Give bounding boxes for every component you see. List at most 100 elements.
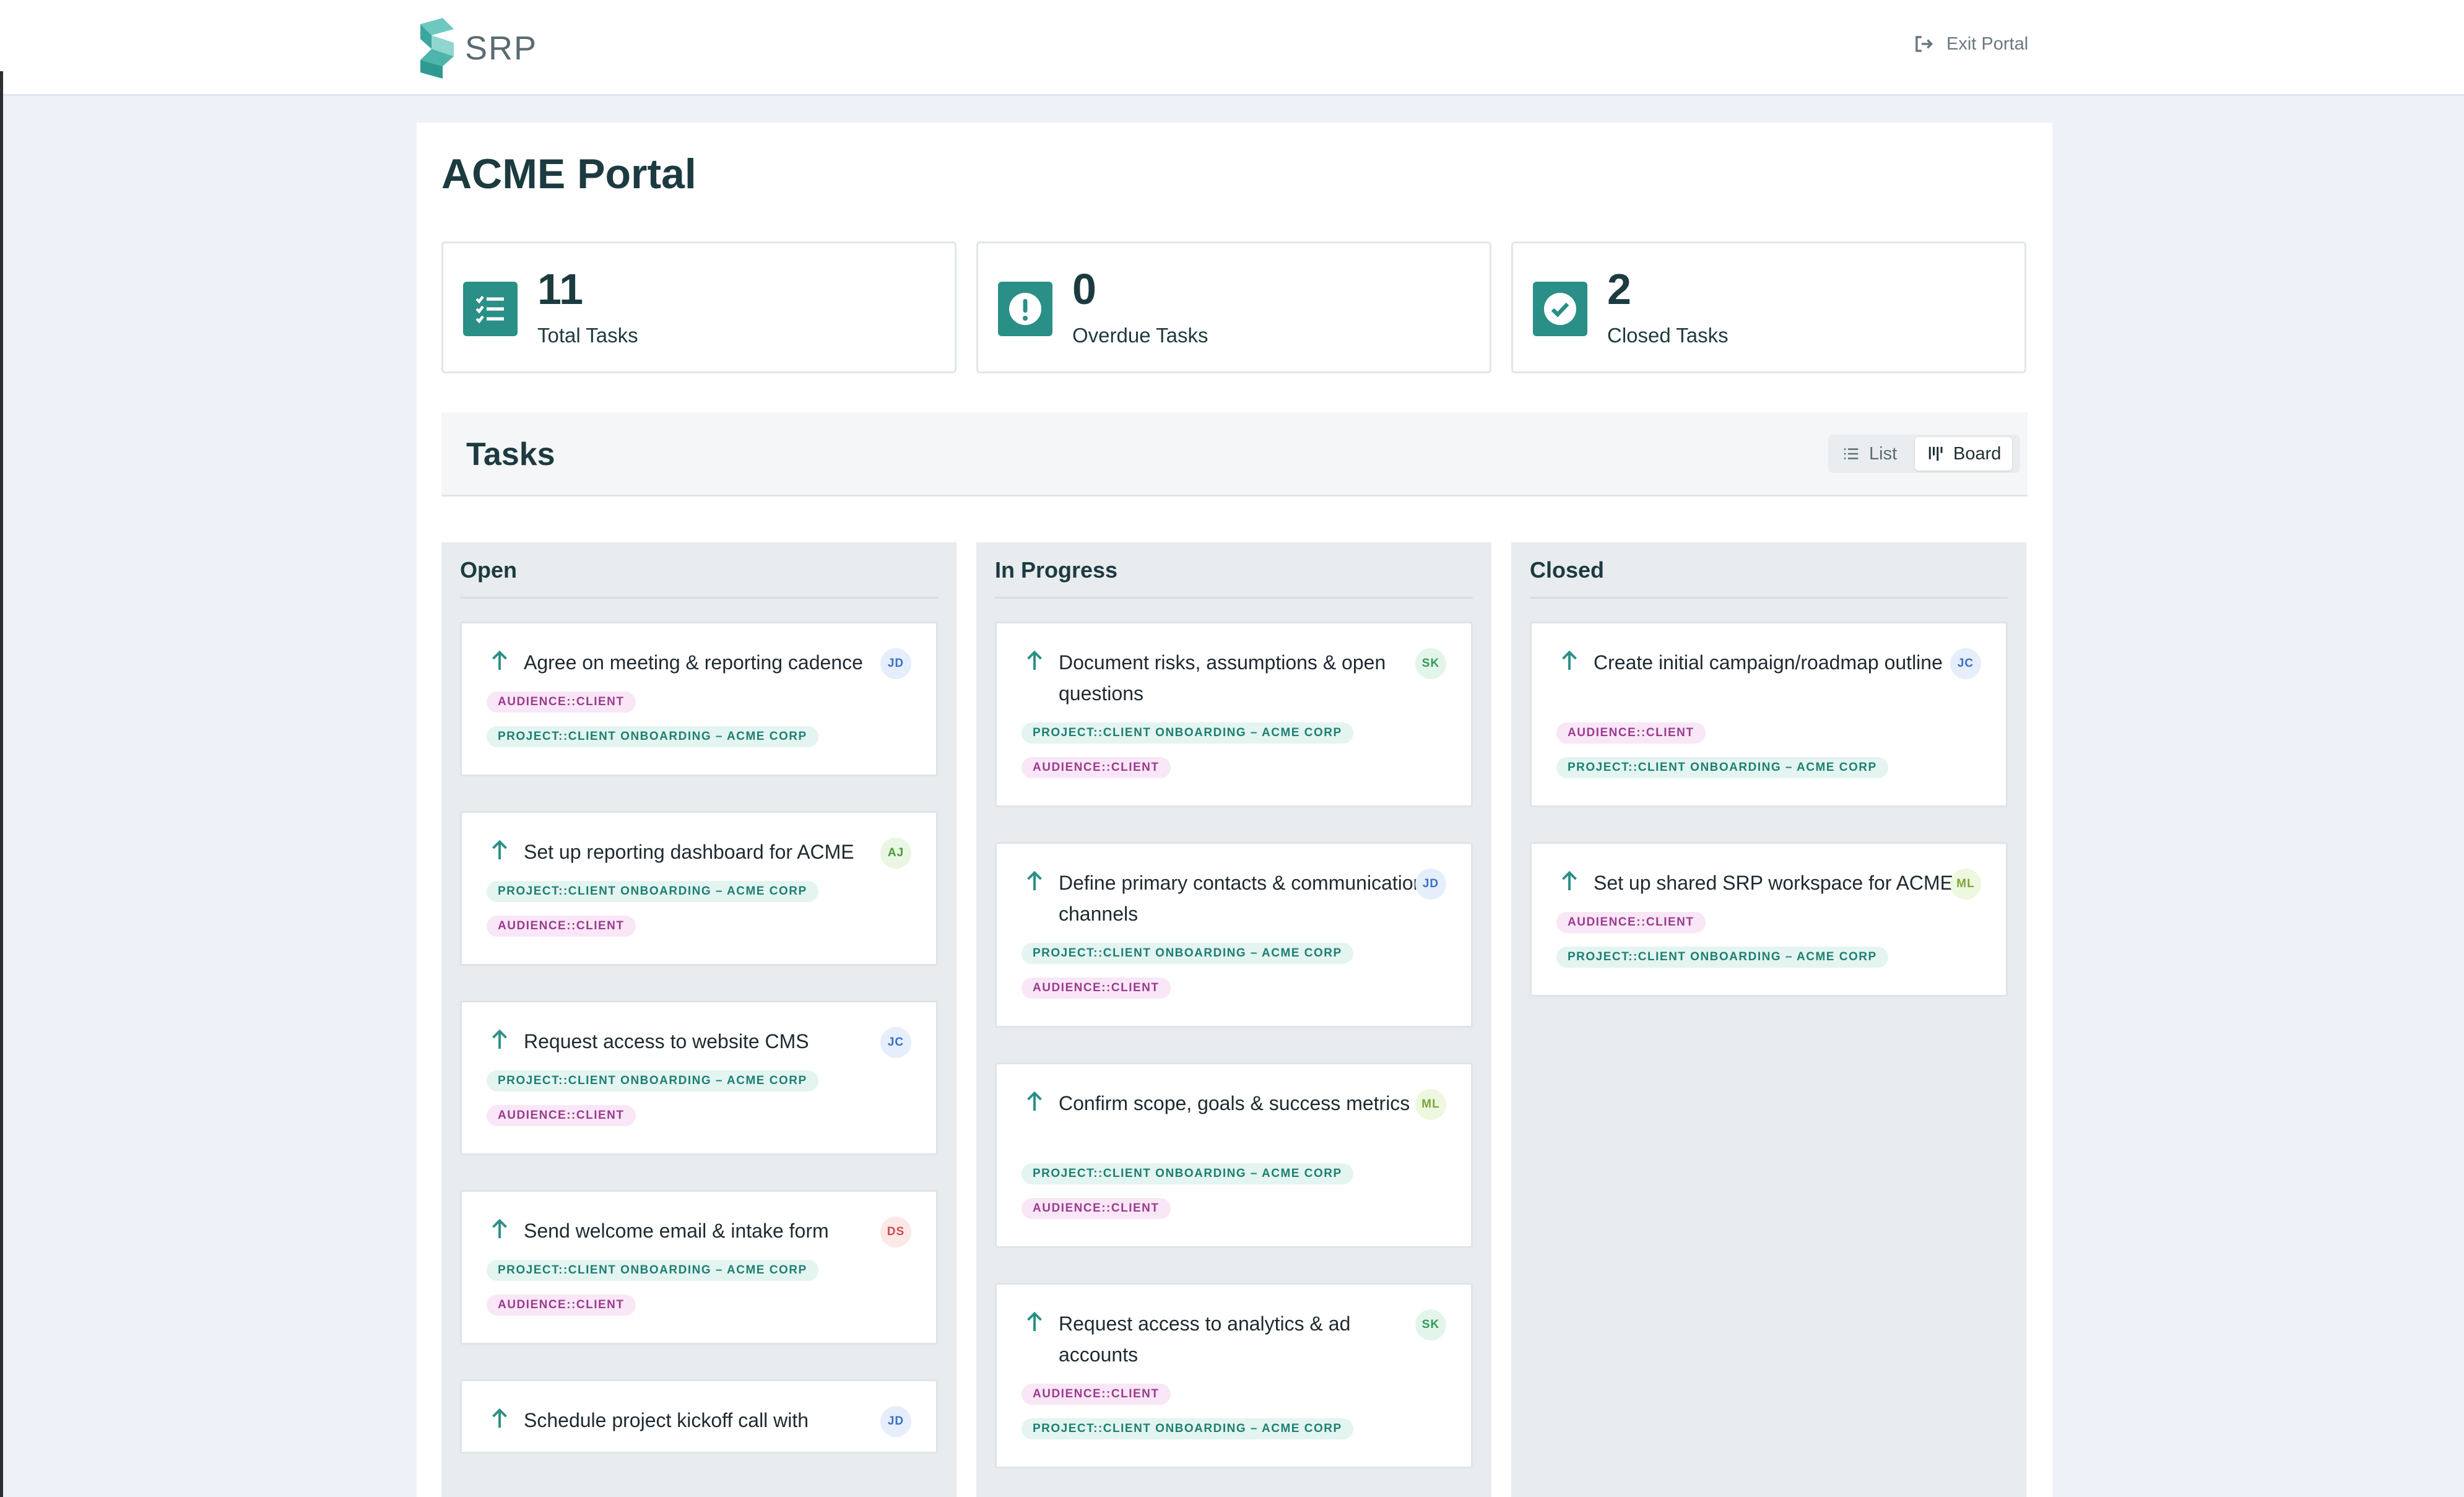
task-card[interactable]: Confirm scope, goals & success metrics ML… <box>995 1062 1473 1248</box>
stat-overdue-tasks: 0 Overdue Tasks <box>976 241 1491 373</box>
audience-tag[interactable]: AUDIENCE::CLIENT <box>487 916 636 937</box>
audience-tag[interactable]: AUDIENCE::CLIENT <box>1022 1384 1171 1405</box>
assignee-avatar[interactable]: SK <box>1415 648 1446 679</box>
priority-arrow-up-icon <box>492 650 507 670</box>
audience-tag[interactable]: AUDIENCE::CLIENT <box>1022 1198 1171 1219</box>
stat-total-tasks: 11 Total Tasks <box>441 241 957 373</box>
stat-label: Overdue Tasks <box>1072 324 1208 347</box>
task-title: Send welcome email & intake form <box>524 1220 829 1242</box>
stat-value: 11 <box>537 265 583 313</box>
priority-arrow-up-icon <box>1027 650 1042 670</box>
assignee-avatar[interactable]: SK <box>1415 1309 1446 1340</box>
board-view-label: Board <box>1953 443 2002 464</box>
assignee-avatar[interactable]: AJ <box>880 838 911 869</box>
task-title: Request access to analytics & ad account… <box>1059 1313 1351 1366</box>
board-column-open: Open Agree on meeting & reporting cadence… <box>441 542 957 1497</box>
board-view-button[interactable]: Board <box>1915 437 2013 471</box>
priority-arrow-up-icon <box>492 1408 507 1428</box>
assignee-avatar[interactable]: JD <box>880 648 911 679</box>
task-title: Request access to website CMS <box>524 1030 809 1052</box>
assignee-avatar[interactable]: DS <box>880 1217 911 1248</box>
srp-logo-icon <box>420 18 454 79</box>
main-panel: ACME Portal 11 Total Tasks 0 Overdue Tas… <box>417 123 2052 1497</box>
board-icon <box>1928 446 1943 461</box>
column-divider <box>1530 597 2008 599</box>
task-title: Schedule project kickoff call with <box>524 1409 809 1431</box>
priority-arrow-up-icon <box>492 1029 507 1049</box>
priority-arrow-up-icon <box>492 1218 507 1238</box>
list-icon <box>1844 448 1859 459</box>
task-title: Set up shared SRP workspace for ACME <box>1594 872 1954 894</box>
project-tag[interactable]: PROJECT::CLIENT ONBOARDING – ACME CORP <box>1022 1418 1353 1439</box>
task-card[interactable]: Agree on meeting & reporting cadence JD AU… <box>460 622 938 776</box>
audience-tag[interactable]: AUDIENCE::CLIENT <box>487 1295 636 1316</box>
task-list-icon <box>463 282 518 336</box>
project-tag[interactable]: PROJECT::CLIENT ONBOARDING – ACME CORP <box>1022 722 1353 744</box>
project-tag[interactable]: PROJECT::CLIENT ONBOARDING – ACME CORP <box>1556 947 1888 968</box>
project-tag[interactable]: PROJECT::CLIENT ONBOARDING – ACME CORP <box>1022 943 1353 964</box>
list-view-button[interactable]: List <box>1831 437 1908 471</box>
assignee-avatar[interactable]: ML <box>1950 869 1981 900</box>
project-tag[interactable]: PROJECT::CLIENT ONBOARDING – ACME CORP <box>1556 757 1888 778</box>
project-tag[interactable]: PROJECT::CLIENT ONBOARDING – ACME CORP <box>487 881 818 902</box>
task-card[interactable]: Define primary contacts & communication … <box>995 842 1473 1028</box>
assignee-avatar[interactable]: JD <box>880 1406 911 1437</box>
priority-arrow-up-icon <box>1027 1091 1042 1111</box>
task-card[interactable]: Set up reporting dashboard for ACME AJ PRO… <box>460 811 938 966</box>
project-tag[interactable]: PROJECT::CLIENT ONBOARDING – ACME CORP <box>1022 1163 1353 1184</box>
task-title: Agree on meeting & reporting cadence <box>524 651 863 674</box>
project-tag[interactable]: PROJECT::CLIENT ONBOARDING – ACME CORP <box>487 1260 818 1281</box>
audience-tag[interactable]: AUDIENCE::CLIENT <box>487 692 636 713</box>
brand-name: SRP <box>465 30 538 67</box>
audience-tag[interactable]: AUDIENCE::CLIENT <box>1022 757 1171 778</box>
stat-value: 2 <box>1607 265 1631 313</box>
list-view-label: List <box>1869 443 1898 464</box>
task-card[interactable]: Request access to analytics & ad account… <box>995 1283 1473 1469</box>
assignee-avatar[interactable]: JD <box>1415 869 1446 900</box>
task-card[interactable]: Schedule project kickoff call with JD <box>460 1379 938 1454</box>
column-title: Open <box>460 557 518 583</box>
top-bar: SRP Exit Portal <box>3 0 2464 96</box>
stat-label: Total Tasks <box>537 324 638 347</box>
assignee-avatar[interactable]: ML <box>1415 1089 1446 1120</box>
task-card[interactable]: Create initial campaign/roadmap outline J… <box>1530 622 2008 807</box>
task-card[interactable]: Send welcome email & intake form DS PROJEC… <box>460 1190 938 1345</box>
window-edge <box>0 0 3 1497</box>
view-toggle: List Board <box>1828 435 2020 473</box>
task-card[interactable]: Document risks, assumptions & open quest… <box>995 622 1473 807</box>
task-title: Define primary contacts & communication … <box>1059 872 1425 925</box>
priority-arrow-up-icon <box>492 840 507 859</box>
task-card[interactable]: Set up shared SRP workspace for ACME ML AU… <box>1530 842 2008 997</box>
audience-tag[interactable]: AUDIENCE::CLIENT <box>1556 722 1706 744</box>
priority-arrow-up-icon <box>1027 1311 1042 1331</box>
priority-arrow-up-icon <box>1562 650 1577 670</box>
assignee-avatar[interactable]: JC <box>880 1027 911 1058</box>
tasks-title: Tasks <box>466 436 555 472</box>
audience-tag[interactable]: AUDIENCE::CLIENT <box>487 1105 636 1126</box>
board-column-closed: Closed Create initial campaign/roadmap ou… <box>1511 542 2026 1497</box>
check-circle-icon <box>1533 282 1587 336</box>
window-edge-top <box>0 0 3 71</box>
tasks-header: Tasks List Board <box>441 412 2028 497</box>
audience-tag[interactable]: AUDIENCE::CLIENT <box>1022 978 1171 999</box>
priority-arrow-up-icon <box>1027 870 1042 890</box>
audience-tag[interactable]: AUDIENCE::CLIENT <box>1556 912 1706 933</box>
task-title: Confirm scope, goals & success metrics <box>1059 1092 1410 1114</box>
column-divider <box>460 597 938 599</box>
task-title: Set up reporting dashboard for ACME <box>524 841 854 863</box>
column-title: In Progress <box>995 557 1118 583</box>
exit-portal-button[interactable]: Exit Portal <box>1912 32 2028 56</box>
column-divider <box>995 597 1473 599</box>
exit-icon <box>1915 36 1933 52</box>
brand-logo[interactable]: SRP <box>418 17 537 79</box>
stat-value: 0 <box>1072 265 1096 313</box>
alert-icon <box>998 282 1052 336</box>
assignee-avatar[interactable]: JC <box>1950 648 1981 679</box>
project-tag[interactable]: PROJECT::CLIENT ONBOARDING – ACME CORP <box>487 1070 818 1091</box>
project-tag[interactable]: PROJECT::CLIENT ONBOARDING – ACME CORP <box>487 726 818 747</box>
stat-closed-tasks: 2 Closed Tasks <box>1511 241 2026 373</box>
task-title: Document risks, assumptions & open quest… <box>1059 651 1386 705</box>
column-title: Closed <box>1530 557 1605 583</box>
task-title: Create initial campaign/roadmap outline <box>1594 651 1943 674</box>
